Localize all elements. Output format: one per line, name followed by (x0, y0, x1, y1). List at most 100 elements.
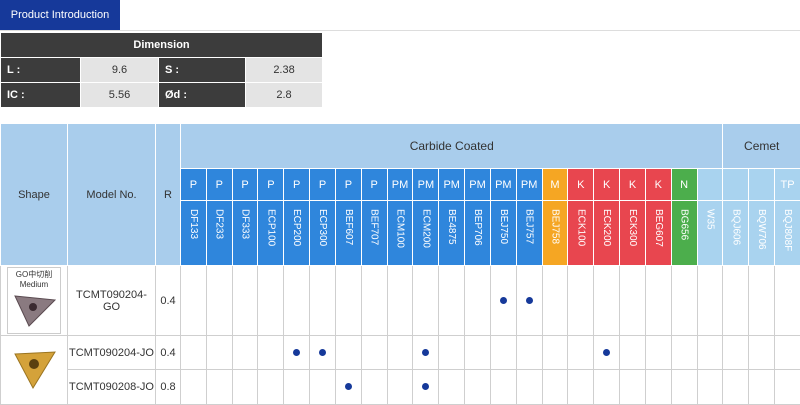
class-cell: P (181, 169, 207, 201)
grade-cell: BEF707 (361, 201, 387, 266)
grade-mark-cell (723, 266, 749, 336)
grade-cell: W35 (697, 201, 723, 266)
grade-mark-cell (671, 336, 697, 370)
grade-mark-cell (594, 266, 620, 336)
class-cell: K (645, 169, 671, 201)
grade-cell: DF233 (206, 201, 232, 266)
r-cell: 0.8 (156, 370, 181, 405)
grade-name: BEJ750 (498, 201, 509, 244)
grade-mark-cell (749, 370, 775, 405)
grade-mark-cell (723, 370, 749, 405)
grade-name: DF233 (214, 201, 225, 239)
grade-mark-cell (181, 266, 207, 336)
grade-name: ECK100 (575, 201, 586, 246)
class-cell: N (671, 169, 697, 201)
group-header: Carbide Coated (181, 124, 723, 169)
grade-name: ECK200 (601, 201, 612, 246)
class-cell (749, 169, 775, 201)
grade-mark-cell (310, 336, 336, 370)
class-cell: PM (413, 169, 439, 201)
dimension-title: Dimension (1, 33, 323, 58)
grade-mark-cell (516, 370, 542, 405)
class-cell: TP (775, 169, 800, 201)
dot (422, 383, 429, 390)
class-cell (723, 169, 749, 201)
grade-name: ECM200 (420, 201, 431, 248)
grade-name: ECP200 (291, 201, 302, 246)
grade-mark-cell (439, 370, 465, 405)
grade-mark-cell (697, 370, 723, 405)
grade-cell: ECK100 (568, 201, 594, 266)
dot (293, 349, 300, 356)
grade-mark-cell (413, 336, 439, 370)
dimension-label: L : (1, 58, 81, 83)
grade-mark-cell (387, 370, 413, 405)
class-cell: PM (465, 169, 491, 201)
model-cell: TCMT090208-JO (68, 370, 156, 405)
grade-mark-cell (749, 266, 775, 336)
grade-cell: ECK300 (620, 201, 646, 266)
grade-mark-cell (206, 336, 232, 370)
dimension-label: S : (159, 58, 246, 83)
shape-sublabel: Medium (8, 280, 60, 290)
dimension-value: 2.8 (246, 83, 323, 108)
grade-cell: BEP706 (465, 201, 491, 266)
grade-name: BEG607 (653, 201, 664, 247)
grade-mark-cell (568, 266, 594, 336)
grade-mark-cell (490, 266, 516, 336)
grade-name: DF333 (240, 201, 251, 239)
grade-mark-cell (361, 370, 387, 405)
grade-mark-cell (284, 336, 310, 370)
tab[interactable]: Product Introduction (0, 0, 120, 30)
grade-mark-cell (723, 336, 749, 370)
grade-cell: BEG607 (645, 201, 671, 266)
header-cell: Model No. (68, 124, 156, 266)
grade-mark-cell (775, 266, 800, 336)
grade-mark-cell (439, 336, 465, 370)
class-cell: PM (516, 169, 542, 201)
grade-mark-cell (258, 370, 284, 405)
grade-mark-cell (181, 336, 207, 370)
grade-name: ECP100 (265, 201, 276, 246)
grade-name: BQW706 (756, 201, 767, 250)
grade-mark-cell (413, 266, 439, 336)
grade-mark-cell (361, 266, 387, 336)
grade-cell: DF133 (181, 201, 207, 266)
grade-mark-cell (568, 336, 594, 370)
grade-mark-cell (206, 266, 232, 336)
model-cell: TCMT090204-GO (68, 266, 156, 336)
class-cell: PM (439, 169, 465, 201)
grade-mark-cell (516, 266, 542, 336)
class-cell: P (310, 169, 336, 201)
grade-cell: ECP200 (284, 201, 310, 266)
dot (500, 297, 507, 304)
grade-mark-cell (645, 370, 671, 405)
grade-mark-cell (310, 266, 336, 336)
dot (603, 349, 610, 356)
grade-mark-cell (620, 336, 646, 370)
grade-mark-cell (697, 336, 723, 370)
grade-mark-cell (775, 336, 800, 370)
grade-mark-cell (310, 370, 336, 405)
class-cell (697, 169, 723, 201)
grade-mark-cell (361, 336, 387, 370)
grade-name: BEF707 (369, 201, 380, 245)
grade-mark-cell (542, 266, 568, 336)
grade-mark-cell (465, 370, 491, 405)
grade-mark-cell (335, 370, 361, 405)
class-cell: P (361, 169, 387, 201)
grade-mark-cell (697, 266, 723, 336)
grade-name: DF133 (188, 201, 199, 239)
grade-mark-cell (387, 266, 413, 336)
dimension-label: IC : (1, 83, 81, 108)
class-cell: P (206, 169, 232, 201)
grade-cell: ECM100 (387, 201, 413, 266)
grade-name: BEP706 (472, 201, 483, 246)
class-cell: M (542, 169, 568, 201)
grade-name: BE4875 (446, 201, 457, 245)
grade-cell: ECP100 (258, 201, 284, 266)
